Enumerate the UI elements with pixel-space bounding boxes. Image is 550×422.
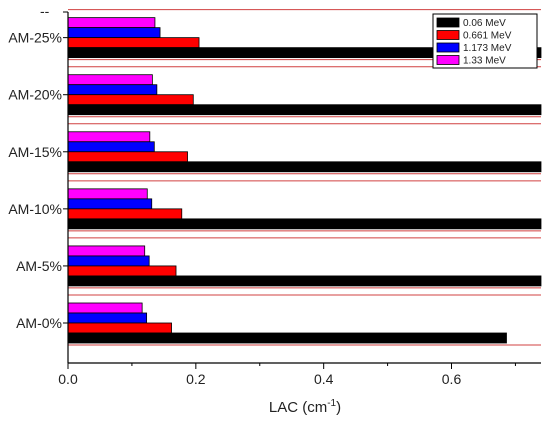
bar-1-173-mev-am-10-: [67, 198, 153, 210]
bar-1-33-mev-am-5-: [67, 245, 146, 257]
category-label: AM-25%: [8, 30, 62, 46]
legend-label: 1.173 MeV: [463, 43, 512, 54]
bar-1-173-mev-am-20-: [67, 84, 158, 96]
bar-0-661-mev-am-10-: [67, 208, 183, 220]
x-tick-label: 0.4: [314, 371, 334, 387]
bar-0-661-mev-am-0-: [67, 322, 172, 334]
bar-0-661-mev-am-20-: [67, 94, 194, 106]
bar-0-06-mev-am-10-: [67, 218, 542, 230]
bar-0-661-mev-am-15-: [67, 151, 188, 163]
bar-0-06-mev-am-0-: [67, 332, 507, 344]
bar-1-33-mev-am-0-: [67, 302, 143, 314]
legend-swatch: [436, 17, 460, 28]
x-axis-title-text: LAC (cm: [269, 399, 327, 416]
bar-0-06-mev-am-5-: [67, 275, 542, 287]
category-label: AM-0%: [16, 315, 62, 331]
bar-1-173-mev-am-5-: [67, 255, 150, 267]
category-label: AM-5%: [16, 258, 62, 274]
legend-label: 0.06 MeV: [463, 18, 506, 29]
bar-1-33-mev-am-10-: [67, 188, 148, 200]
x-axis-title: LAC (cm-1): [269, 398, 341, 416]
category-label: AM-10%: [8, 201, 62, 217]
x-tick-label: 0.2: [186, 371, 206, 387]
legend-label: 1.33 MeV: [463, 56, 506, 67]
legend-swatch: [436, 55, 460, 65]
bar-1-173-mev-am-0-: [67, 312, 148, 324]
x-tick-label: 0.6: [442, 371, 462, 387]
axes: [63, 11, 541, 369]
legend-swatch: [436, 30, 460, 40]
x-tick-labels: 0.0 0.2 0.4 0.6: [58, 371, 461, 387]
bar-marks: [67, 17, 542, 344]
bar-0-06-mev-am-20-: [67, 104, 542, 116]
bar-1-33-mev-am-20-: [67, 74, 153, 86]
top-tick-label: --: [40, 3, 50, 19]
bar-1-173-mev-am-15-: [67, 141, 155, 153]
category-labels: AM-0% AM-5% AM-10% AM-15% AM-20% AM-25%: [8, 30, 62, 331]
legend-label: 0.661 MeV: [463, 31, 512, 42]
bar-0-661-mev-am-5-: [67, 265, 177, 277]
x-axis-title-superscript: -1: [327, 398, 336, 409]
x-axis-title-suffix: ): [336, 399, 341, 416]
bar-1-33-mev-am-15-: [67, 131, 151, 143]
bar-1-33-mev-am-25-: [67, 17, 156, 29]
legend-swatch: [436, 42, 460, 53]
x-tick-label: 0.0: [58, 371, 78, 387]
category-label: AM-15%: [8, 144, 62, 160]
bar-0-661-mev-am-25-: [67, 37, 200, 49]
category-label: AM-20%: [8, 87, 62, 103]
bar-0-06-mev-am-15-: [67, 161, 542, 173]
bar-1-173-mev-am-25-: [67, 27, 161, 39]
